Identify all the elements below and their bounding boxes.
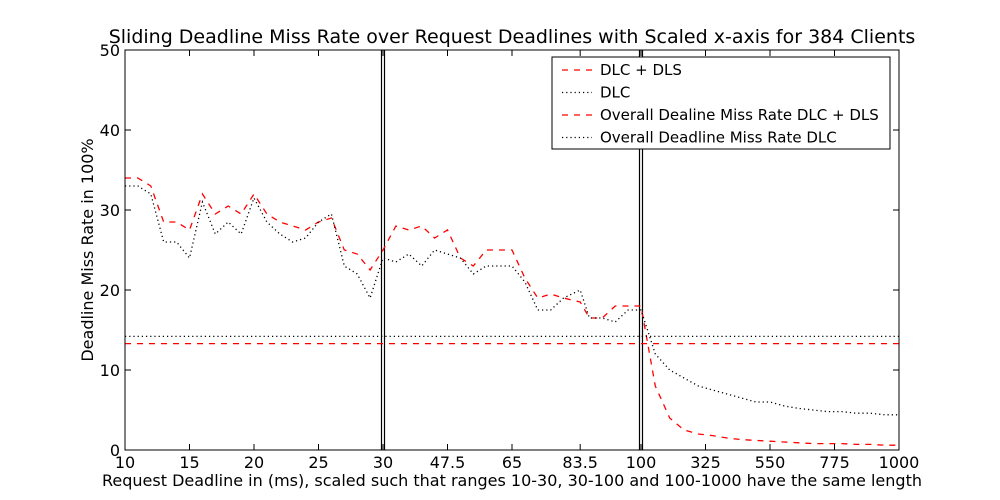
x-tick-label: 25 bbox=[308, 453, 328, 472]
legend-entry-label: DLC + DLS bbox=[600, 61, 682, 79]
x-tick-label: 20 bbox=[244, 453, 264, 472]
x-tick-label: 100 bbox=[626, 453, 657, 472]
legend-entry-label: Overall Dealine Miss Rate DLC + DLS bbox=[600, 106, 879, 124]
x-tick-label: 10 bbox=[115, 453, 135, 472]
y-tick-label: 10 bbox=[100, 361, 120, 380]
y-tick-label: 50 bbox=[100, 41, 120, 60]
legend-box bbox=[551, 56, 891, 150]
y-tick-label: 20 bbox=[100, 281, 120, 300]
legend-entry-label: Overall Deadline Miss Rate DLC bbox=[600, 129, 837, 147]
y-tick-label: 30 bbox=[100, 201, 120, 220]
x-tick-label: 30 bbox=[373, 453, 393, 472]
x-tick-label: 325 bbox=[690, 453, 721, 472]
legend-entry-label: DLC bbox=[600, 84, 630, 102]
series-line-1 bbox=[125, 177, 899, 446]
x-tick-label: 550 bbox=[755, 453, 786, 472]
chart-title: Sliding Deadline Miss Rate over Request … bbox=[109, 26, 916, 48]
y-axis-title: Deadline Miss Rate in 100% bbox=[78, 138, 97, 361]
y-tick-label: 40 bbox=[100, 121, 120, 140]
x-tick-label: 775 bbox=[819, 453, 850, 472]
x-tick-label: 47.5 bbox=[430, 453, 466, 472]
legend: DLC + DLS DLC Overall Dealine Miss Rate DL… bbox=[551, 56, 891, 150]
x-tick-label: 1000 bbox=[879, 453, 920, 472]
x-tick-label: 15 bbox=[179, 453, 199, 472]
x-axis-title: Request Deadline in (ms), scaled such th… bbox=[102, 471, 922, 490]
x-tick-label: 65 bbox=[502, 453, 522, 472]
x-tick-label: 83.5 bbox=[562, 453, 598, 472]
y-tick-label: 0 bbox=[110, 441, 120, 460]
